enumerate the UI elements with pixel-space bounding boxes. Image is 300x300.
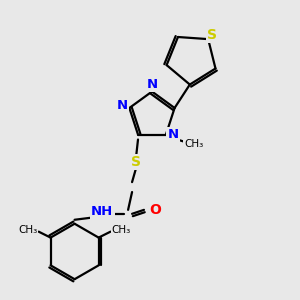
Text: N: N — [146, 78, 158, 91]
Text: CH₃: CH₃ — [184, 140, 203, 149]
Text: O: O — [149, 203, 161, 217]
Text: CH₃: CH₃ — [18, 225, 38, 235]
Text: N: N — [117, 100, 128, 112]
Text: S: S — [207, 28, 217, 42]
Text: S: S — [131, 155, 141, 169]
Text: N: N — [167, 128, 178, 141]
Text: CH₃: CH₃ — [112, 225, 131, 235]
Text: NH: NH — [91, 205, 113, 218]
